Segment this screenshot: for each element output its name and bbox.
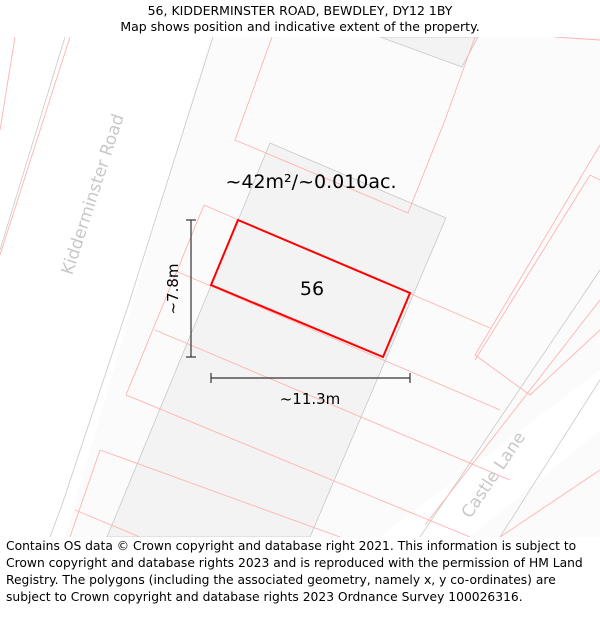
map-header: 56, KIDDERMINSTER ROAD, BEWDLEY, DY12 1B… xyxy=(0,0,600,37)
building-block-main xyxy=(106,142,447,537)
height-dimension-line xyxy=(186,219,196,358)
road-edge xyxy=(0,37,66,251)
map-subtitle: Map shows position and indicative extent… xyxy=(120,19,480,34)
property-boundary[interactable] xyxy=(209,218,412,359)
width-dimension-label: ~11.3m xyxy=(280,390,341,408)
road-edge xyxy=(499,379,600,537)
road-edge xyxy=(49,37,214,537)
property-number-label: 56 xyxy=(300,278,324,300)
height-dimension-label: ~7.8m xyxy=(164,263,182,314)
building-block-top xyxy=(379,37,479,68)
property-map[interactable]: ~42m²/~0.010ac. 56 ~7.8m ~11.3m Kiddermi… xyxy=(0,37,600,537)
area-label: ~42m²/~0.010ac. xyxy=(225,171,396,193)
property-address-title: 56, KIDDERMINSTER ROAD, BEWDLEY, DY12 1B… xyxy=(147,3,453,18)
map-canvas: ~42m²/~0.010ac. 56 ~7.8m ~11.3m Kiddermi… xyxy=(0,37,600,537)
castle-lane-area xyxy=(380,370,600,537)
width-dimension-line xyxy=(210,373,411,383)
kidderminster-road-area xyxy=(0,37,210,537)
copyright-attribution: Contains OS data © Crown copyright and d… xyxy=(6,539,583,604)
